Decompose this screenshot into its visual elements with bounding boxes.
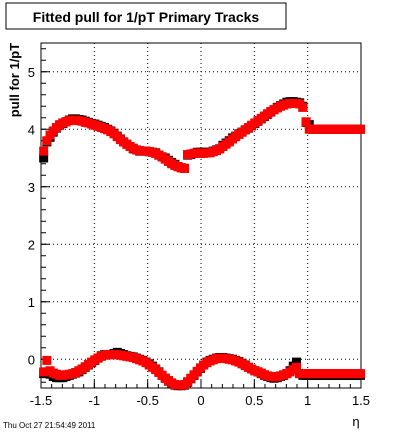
data-marker — [355, 124, 365, 134]
data-marker — [301, 117, 311, 127]
data-marker — [291, 362, 301, 372]
data-markers — [39, 97, 365, 391]
title-box — [5, 2, 287, 30]
x-axis-label: η — [352, 414, 359, 429]
x-tick-label: -1 — [89, 393, 101, 408]
chart-title: Fitted pull for 1/pT Primary Tracks — [33, 9, 260, 25]
x-tick-label: 1.5 — [352, 393, 370, 408]
y-tick-label: 4 — [28, 122, 35, 137]
series-1-upper — [39, 98, 365, 173]
axes: -1.5 -1 -0.5 0 0.5 1 1.5 0 1 2 3 4 5 — [28, 48, 370, 408]
y-tick-label: 0 — [28, 352, 35, 367]
data-marker — [39, 153, 49, 163]
data-marker — [39, 146, 49, 156]
y-axis-label: pull for 1/pT — [7, 43, 22, 117]
data-marker — [42, 355, 52, 365]
data-marker — [39, 367, 49, 377]
x-tick-label: -1.5 — [30, 393, 52, 408]
data-marker — [291, 357, 301, 367]
y-tick-label: 1 — [28, 295, 35, 310]
y-tick-label: 2 — [28, 237, 35, 252]
series-3-lower — [39, 350, 365, 390]
y-tick-label: 5 — [28, 65, 35, 80]
x-tick-label: 0.5 — [245, 393, 263, 408]
data-marker — [298, 102, 308, 112]
data-marker — [42, 136, 52, 146]
x-tick-label: 1 — [304, 393, 311, 408]
y-tick-label: 3 — [28, 180, 35, 195]
data-marker — [355, 369, 365, 379]
x-tick-label: -0.5 — [136, 393, 158, 408]
timestamp: Thu Oct 27 21:54:49 2011 — [3, 421, 96, 430]
data-marker — [179, 163, 189, 173]
x-tick-label: 0 — [197, 393, 204, 408]
grid-lines — [41, 43, 361, 388]
